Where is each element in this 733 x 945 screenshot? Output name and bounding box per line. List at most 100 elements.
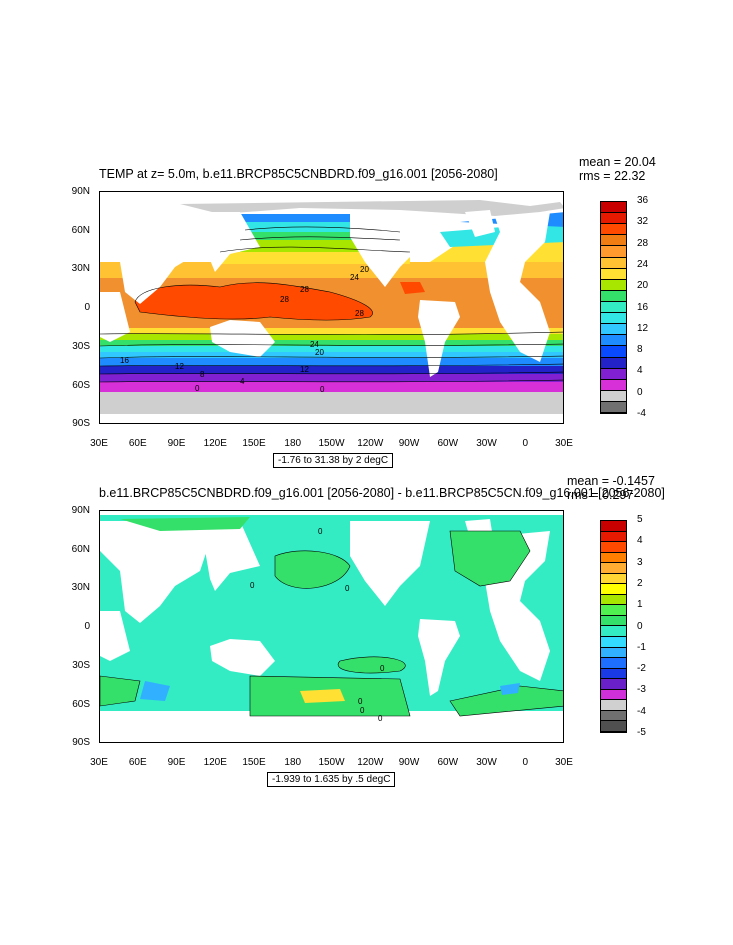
lat-label: 60N xyxy=(71,544,90,555)
colorbar-label: 8 xyxy=(637,344,643,356)
contour-label: 8 xyxy=(200,370,205,379)
colorbar-swatch xyxy=(601,246,626,258)
contour-label: 0 xyxy=(250,581,255,590)
colorbar-swatch xyxy=(601,313,626,325)
lon-label: 60E xyxy=(128,757,147,768)
lon-label: 30E xyxy=(90,757,108,768)
lon-label: 150W xyxy=(318,757,345,768)
colorbar-swatch xyxy=(601,668,626,680)
contour-label: 0 xyxy=(320,385,325,394)
colorbar-swatch xyxy=(601,637,626,648)
colorbar-swatch xyxy=(601,401,626,414)
lon-label: 30E xyxy=(555,438,573,449)
panel1-rms: rms = 22.32 xyxy=(579,169,646,183)
contour-label: 0 xyxy=(318,527,323,536)
colorbar-swatch xyxy=(601,357,626,369)
contour-label: 4 xyxy=(240,377,245,386)
colorbar-label: 0 xyxy=(637,386,643,398)
colorbar-swatch xyxy=(601,390,626,402)
australia-shape xyxy=(210,320,275,357)
contour-label: 24 xyxy=(310,340,319,349)
colorbar-swatch xyxy=(601,335,626,347)
lon-label: 120W xyxy=(357,757,384,768)
lon-label: 90E xyxy=(167,438,186,449)
lon-label: 90E xyxy=(167,757,186,768)
colorbar-swatch xyxy=(601,605,626,616)
panel1-title: TEMP at z= 5.0m, b.e11.BRCP85C5CNBDRD.f0… xyxy=(99,167,498,181)
colorbar-swatch xyxy=(601,346,626,358)
colorbar-swatch xyxy=(601,658,626,669)
colorbar-swatch xyxy=(601,700,626,711)
lat-label: 30S xyxy=(72,660,90,671)
colorbar-label: 0 xyxy=(637,620,643,632)
lon-label: 90W xyxy=(398,757,420,768)
lat-label: 90S xyxy=(72,418,90,429)
colorbar-label: 5 xyxy=(637,514,643,525)
lat-label: 30N xyxy=(71,263,90,274)
colorbar-label: -1 xyxy=(637,641,646,653)
panel2-map: 0 0 0 0 0 0 0 xyxy=(99,510,564,743)
contour-label: 0 xyxy=(380,664,385,673)
colorbar-label: -4 xyxy=(637,705,646,717)
colorbar-swatch xyxy=(601,710,626,722)
colorbar-swatch xyxy=(601,552,626,564)
colorbar-swatch xyxy=(601,584,626,595)
panel2-map-svg: 0 0 0 0 0 0 0 xyxy=(100,511,563,742)
lon-label: 150E xyxy=(242,757,266,768)
colorbar-label: 3 xyxy=(637,556,643,568)
colorbar-label: 24 xyxy=(637,258,649,270)
colorbar-label: 36 xyxy=(637,195,649,206)
lat-label: 90N xyxy=(71,186,90,197)
colorbar-swatch xyxy=(601,594,626,606)
colorbar-label: 4 xyxy=(637,365,643,377)
lon-label: 120E xyxy=(203,438,227,449)
lon-label: 150W xyxy=(318,438,345,449)
lat-label: 60N xyxy=(71,225,90,236)
panel1-colorbar xyxy=(600,201,627,414)
lon-label: 30E xyxy=(90,438,108,449)
colorbar-swatch xyxy=(601,542,626,553)
colorbar-label: 32 xyxy=(637,216,649,228)
colorbar-swatch xyxy=(601,257,626,269)
lat-label: 60S xyxy=(72,699,90,710)
lat-label: 30N xyxy=(71,582,90,593)
lat-label: 0 xyxy=(84,621,90,632)
colorbar-swatch xyxy=(601,368,626,380)
colorbar-label: -2 xyxy=(637,663,646,675)
lon-label: 30E xyxy=(555,757,573,768)
lat-label: 90N xyxy=(71,505,90,516)
lon-label: 150E xyxy=(242,438,266,449)
colorbar-swatch xyxy=(601,235,626,247)
panel1-mean: mean = 20.04 xyxy=(579,155,656,169)
lon-label: 60W xyxy=(437,438,459,449)
contour-label: 28 xyxy=(300,285,309,294)
colorbar-swatch xyxy=(601,224,626,236)
africa-europe-shape xyxy=(485,212,550,362)
lon-label: 90W xyxy=(398,438,420,449)
colorbar-swatch xyxy=(601,563,626,574)
lon-label: 120E xyxy=(203,757,227,768)
lon-label: 0 xyxy=(522,438,529,449)
colorbar-swatch xyxy=(601,290,626,302)
contour-label: 20 xyxy=(360,265,369,274)
contour-label: 0 xyxy=(378,714,383,723)
colorbar-swatch xyxy=(601,213,626,225)
lon-label: 60W xyxy=(437,757,459,768)
colorbar-swatch xyxy=(601,626,626,638)
greenland-shape xyxy=(465,210,495,237)
colorbar-swatch xyxy=(601,647,626,659)
colorbar-label: 4 xyxy=(637,535,643,547)
colorbar-swatch xyxy=(601,279,626,291)
colorbar-label: 16 xyxy=(637,301,649,313)
colorbar-swatch xyxy=(601,573,626,585)
contour-label: 28 xyxy=(280,295,289,304)
colorbar-swatch xyxy=(601,202,626,214)
contour-label: 12 xyxy=(175,362,184,371)
contour-label: 12 xyxy=(300,365,309,374)
panel2-info-box: -1.939 to 1.635 by .5 degC xyxy=(267,772,396,787)
colorbar-swatch xyxy=(601,679,626,690)
lon-label: 180 xyxy=(284,757,302,768)
lon-label: 30W xyxy=(476,438,497,449)
contour-label: 0 xyxy=(360,706,365,715)
colorbar-label: 28 xyxy=(637,237,649,249)
